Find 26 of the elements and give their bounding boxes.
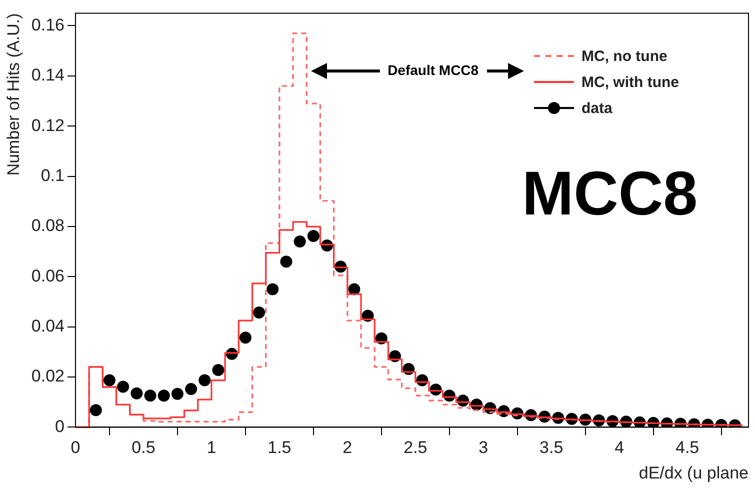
legend-label: MC, with tune bbox=[582, 74, 679, 91]
y-tick-label: 0.14 bbox=[31, 66, 64, 85]
x-axis-title: dE/dx (u plane bbox=[638, 463, 748, 482]
x-tick-label: 0 bbox=[70, 438, 80, 458]
y-tick-label: 0.08 bbox=[31, 216, 64, 236]
x-tick-label: 1.5 bbox=[268, 438, 292, 458]
annotation: MCC8 bbox=[522, 159, 698, 228]
y-tick-label: 0 bbox=[55, 416, 64, 436]
x-tick-label: 1 bbox=[206, 438, 216, 458]
x-tick-label: 0.5 bbox=[132, 438, 156, 458]
annotation: Default MCC8 bbox=[388, 62, 479, 78]
x-tick-label: 4 bbox=[614, 438, 624, 458]
y-tick-label: 0.06 bbox=[31, 266, 64, 286]
y-tick-label: 0.02 bbox=[31, 366, 64, 386]
x-tick-label: 2.5 bbox=[404, 438, 428, 458]
y-tick-label: 0.12 bbox=[31, 116, 64, 135]
legend-label: MC, no tune bbox=[582, 48, 668, 65]
x-tick-label: 4.5 bbox=[675, 438, 700, 458]
y-tick-label: 0.16 bbox=[31, 15, 64, 34]
x-tick-label: 3 bbox=[478, 438, 488, 458]
x-tick-label: 3.5 bbox=[540, 438, 564, 458]
y-tick-label: 0.1 bbox=[40, 166, 64, 185]
y-axis-title: Number of Hits (A.U.) bbox=[4, 13, 23, 176]
y-tick-label: 0.04 bbox=[31, 316, 64, 336]
legend-label: data bbox=[582, 100, 612, 117]
x-tick-label: 2 bbox=[342, 438, 352, 458]
